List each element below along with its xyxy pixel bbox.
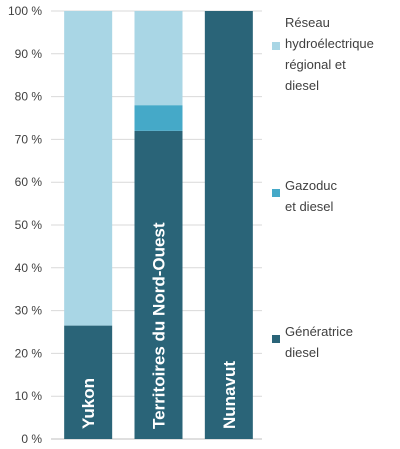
y-tick-label: 100 % [8, 4, 42, 18]
y-tick-label: 60 % [15, 175, 43, 189]
category-label: Yukon [79, 378, 98, 429]
bar-segment [134, 11, 183, 106]
bar-segment [64, 325, 113, 439]
bars [64, 11, 253, 439]
y-tick-label: 30 % [15, 304, 43, 318]
legend-text: et diesel [285, 199, 334, 214]
legend-text: Génératrice [285, 324, 353, 339]
y-axis-tick-labels: 0 % 10 % 20 % 30 % 40 % 50 % 60 % 70 % 80 % 90 % 1… [8, 4, 42, 446]
legend-text: hydroélectrique [285, 36, 374, 51]
bar-segment [134, 130, 183, 439]
y-tick-label: 80 % [15, 90, 43, 104]
legend-swatch [272, 42, 280, 50]
legend-text: Gazoduc [285, 178, 338, 193]
legend-text: diesel [285, 78, 319, 93]
y-tick-label: 90 % [15, 47, 43, 61]
legend: Réseau hydroélectrique régional et diesel Ga… [272, 15, 374, 360]
y-tick-label: 40 % [15, 261, 43, 275]
legend-text: Réseau [285, 15, 330, 30]
legend-swatch [272, 335, 280, 343]
bar-segment [64, 11, 113, 326]
y-tick-label: 70 % [15, 132, 43, 146]
legend-swatch [272, 189, 280, 197]
category-labels: Yukon Territoires du Nord-Ouest Nunavut [79, 222, 239, 429]
bar-segment [134, 105, 183, 131]
category-label: Nunavut [220, 361, 239, 429]
bar-segment [204, 11, 253, 439]
y-tick-label: 10 % [15, 389, 43, 403]
legend-text: régional et [285, 57, 346, 72]
category-label: Territoires du Nord-Ouest [150, 222, 169, 429]
y-tick-label: 20 % [15, 346, 43, 360]
y-tick-label: 50 % [15, 218, 43, 232]
legend-text: diesel [285, 345, 319, 360]
y-tick-label: 0 % [21, 432, 42, 446]
